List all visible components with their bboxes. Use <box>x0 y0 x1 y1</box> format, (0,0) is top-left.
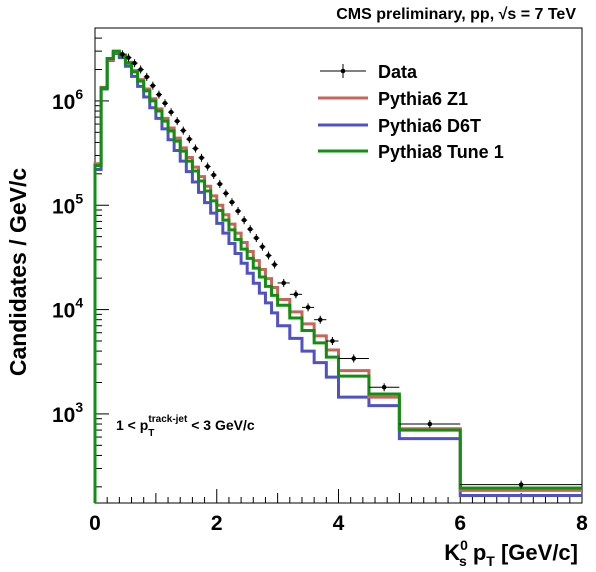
data-point <box>174 118 180 124</box>
data-point <box>351 356 357 361</box>
x-tick-label: 6 <box>454 512 466 535</box>
data-point <box>260 244 265 250</box>
data-point <box>266 253 271 258</box>
data-point <box>150 83 156 88</box>
series-pythia8-tune-1-line <box>93 49 582 503</box>
legend-data-marker <box>340 68 346 74</box>
y-tick-label: 105 <box>52 190 83 218</box>
data-point <box>120 51 125 57</box>
data-point <box>193 146 198 151</box>
y-axis-label: Candidates / GeV/c <box>5 168 31 377</box>
x-axis: 0 2 4 6 8 <box>89 489 588 535</box>
data-point <box>205 164 210 169</box>
data-point <box>305 305 311 310</box>
series-pythia6-d6t-line <box>93 51 582 503</box>
data-point <box>254 235 259 241</box>
y-tick-label: 104 <box>52 295 83 323</box>
data-point <box>317 317 323 322</box>
data-point <box>293 292 299 297</box>
data-point <box>168 109 174 115</box>
x-tick-label: 2 <box>211 512 223 535</box>
y-tick-label: 106 <box>52 86 83 114</box>
cut-annotation: 1 < pTtrack-jet < 3 GeV/c <box>116 414 255 439</box>
series-layer <box>93 49 582 503</box>
data-point <box>235 208 241 214</box>
y-tick-label: 103 <box>52 399 83 427</box>
x-axis-label: K0 s pT [GeV/c] <box>444 537 578 569</box>
data-point <box>211 172 217 178</box>
data-point <box>229 199 235 205</box>
data-point <box>330 338 335 344</box>
data-point <box>518 482 524 487</box>
data-point <box>217 181 223 187</box>
legend-label: Pythia6 D6T <box>378 116 481 136</box>
data-point <box>162 100 168 106</box>
series-pythia6-z1-line <box>93 50 582 503</box>
y-axis: 103 104 105 106 <box>52 27 109 488</box>
data-point <box>144 74 150 80</box>
chart-title: CMS preliminary, pp, √s = 7 TeV <box>336 6 576 23</box>
data-point <box>281 280 287 286</box>
legend-label: Pythia6 Z1 <box>378 89 468 109</box>
data-point <box>132 60 137 66</box>
data-point <box>272 262 277 267</box>
data-point <box>199 155 204 161</box>
x-tick-label: 4 <box>333 512 345 535</box>
data-point <box>138 67 143 72</box>
x-tick-label: 8 <box>576 512 588 535</box>
data-point <box>223 191 229 196</box>
legend-label: Pythia8 Tune 1 <box>378 142 504 162</box>
data-point <box>381 384 387 390</box>
data-point <box>156 92 162 97</box>
legend-label: Data <box>378 62 418 82</box>
data-point <box>187 136 192 142</box>
x-tick-label: 0 <box>89 512 101 535</box>
legend: Data Pythia6 Z1 Pythia6 D6T Pythia8 Tune 1 <box>318 62 504 162</box>
data-point <box>241 217 247 223</box>
data-point <box>427 421 433 427</box>
data-point <box>247 226 253 232</box>
data-point <box>126 55 131 60</box>
data-point <box>180 128 186 133</box>
